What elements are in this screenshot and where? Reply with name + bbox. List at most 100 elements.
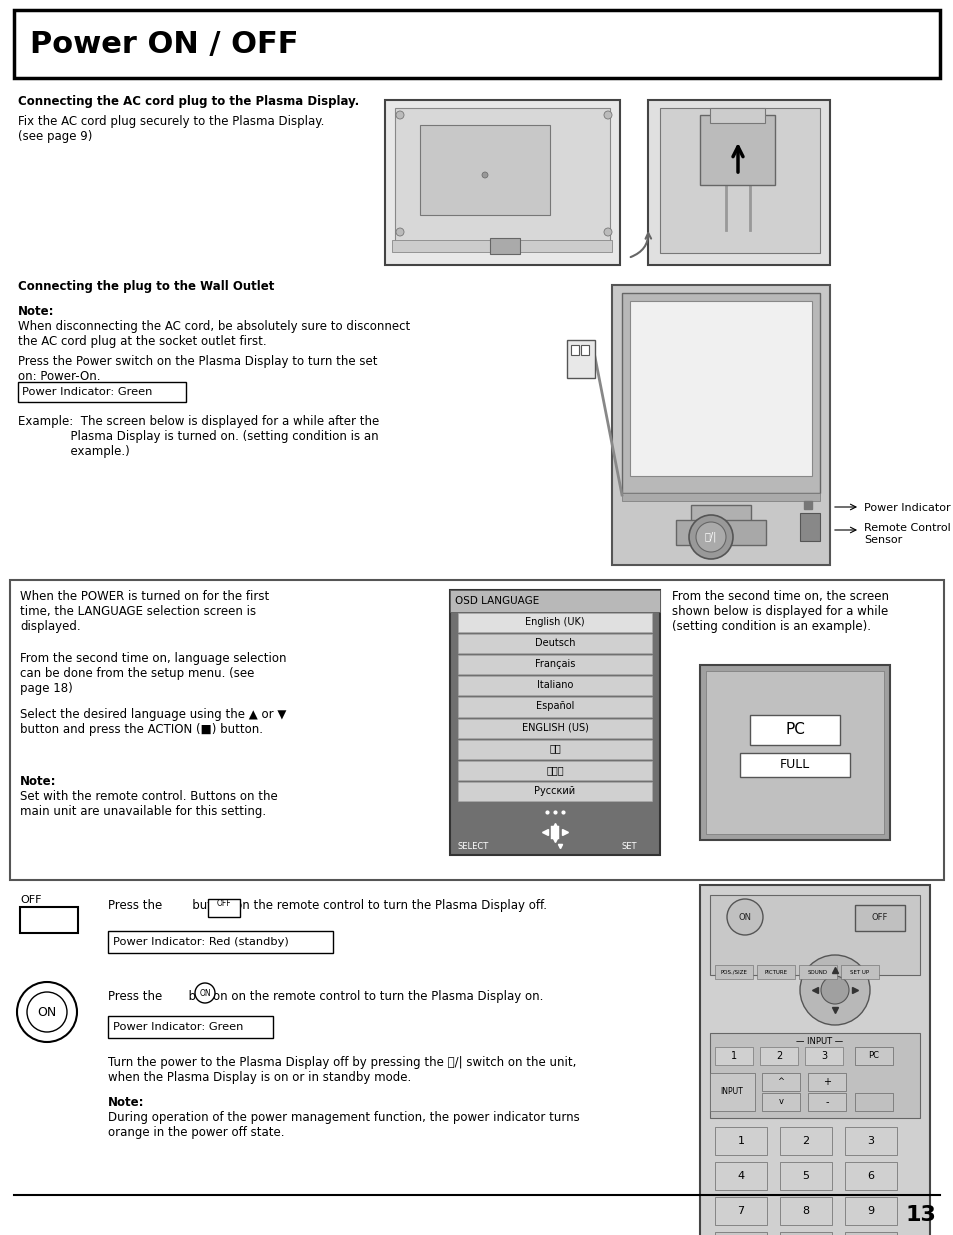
Text: Español: Español [536,701,574,711]
Text: OFF: OFF [20,895,42,905]
Text: From the second time on, language selection
can be done from the setup menu. (se: From the second time on, language select… [20,652,286,695]
Circle shape [603,111,612,119]
Bar [18,382,186,403]
Text: 1: 1 [737,1136,743,1146]
Text: Français: Français [535,659,575,669]
Bar [647,100,829,266]
Text: POS./SIZE: POS./SIZE [720,969,746,974]
Bar [714,1128,766,1155]
Text: Русский: Русский [534,785,575,795]
Bar [714,1233,766,1235]
Text: Power Indicator: Power Indicator [863,503,949,513]
Text: Note:: Note: [20,776,56,788]
Bar [612,285,829,564]
Bar [566,340,595,378]
Bar [14,10,939,78]
Circle shape [688,515,732,559]
Text: SET UP: SET UP [849,969,868,974]
Bar [457,634,651,653]
Text: SET: SET [621,842,637,851]
Text: ON: ON [37,1005,56,1019]
Bar [844,1197,896,1225]
Text: Deutsch: Deutsch [535,638,575,648]
Text: PC: PC [784,722,804,737]
Bar [714,1047,752,1065]
Text: SOUND: SOUND [807,969,827,974]
Bar [419,125,550,215]
Circle shape [17,982,77,1042]
Bar [700,885,929,1235]
Bar [780,1162,831,1191]
Bar [385,100,619,266]
Bar [20,906,78,932]
Text: 中文: 中文 [549,743,560,753]
Bar [490,238,519,254]
Bar [621,293,820,493]
Bar [450,590,659,855]
Text: 3: 3 [866,1136,874,1146]
Circle shape [395,111,403,119]
Bar [621,493,820,501]
Bar [709,895,919,974]
Bar [457,761,651,779]
Text: 9: 9 [866,1207,874,1216]
Text: Italiano: Italiano [537,680,573,690]
Text: v: v [778,1098,782,1107]
Text: Note:: Note: [18,305,54,317]
Text: 日本語: 日本語 [546,764,563,774]
Circle shape [481,172,488,178]
Text: ^: ^ [777,1077,783,1087]
Bar [580,345,588,354]
Bar [841,965,878,979]
Bar [700,664,889,840]
Text: PICTURE: PICTURE [763,969,786,974]
Bar [457,719,651,737]
Bar [714,965,752,979]
Text: When the POWER is turned on for the first
time, the LANGUAGE selection screen is: When the POWER is turned on for the firs… [20,590,269,634]
Bar [760,1047,797,1065]
Bar [676,520,765,545]
Bar [807,1073,845,1091]
Bar [780,1233,831,1235]
Bar [804,1047,842,1065]
Text: OSD LANGUAGE: OSD LANGUAGE [455,597,538,606]
Text: Power ON / OFF: Power ON / OFF [30,30,298,58]
Bar [457,740,651,758]
Text: Set with the remote control. Buttons on the
main unit are unavailable for this s: Set with the remote control. Buttons on … [20,790,277,818]
Text: Select the desired language using the ▲ or ▼
button and press the ACTION (■) but: Select the desired language using the ▲ … [20,708,286,736]
Text: 2: 2 [775,1051,781,1061]
Bar [457,677,651,695]
Bar [659,107,820,253]
Bar [780,1128,831,1155]
Bar [629,301,811,475]
Circle shape [194,983,214,1003]
Bar [709,1073,754,1112]
Text: OFF: OFF [871,914,887,923]
Text: Press the        button on the remote control to turn the Plasma Display off.: Press the button on the remote control t… [108,899,546,911]
Text: 4: 4 [737,1171,743,1181]
Text: Power Indicator: Green: Power Indicator: Green [112,1023,243,1032]
Text: SELECT: SELECT [457,842,489,851]
Circle shape [800,955,869,1025]
Text: Turn the power to the Plasma Display off by pressing the ⏻/| switch on the unit,: Turn the power to the Plasma Display off… [108,1056,576,1084]
Bar [392,240,612,252]
Bar [844,1233,896,1235]
Bar [854,1093,892,1112]
Text: Note:: Note: [108,1095,144,1109]
Text: During operation of the power management function, the power indicator turns
ora: During operation of the power management… [108,1112,579,1139]
Bar [705,671,883,834]
Bar [571,345,578,354]
Text: When disconnecting the AC cord, be absolutely sure to disconnect
the AC cord plu: When disconnecting the AC cord, be absol… [18,320,410,348]
Bar [690,505,750,522]
Text: 13: 13 [904,1205,935,1225]
Bar [108,1016,273,1037]
Circle shape [696,522,725,552]
Text: Press the Power switch on the Plasma Display to turn the set
on: Power-On.: Press the Power switch on the Plasma Dis… [18,354,377,383]
Bar [761,1073,800,1091]
Text: FULL: FULL [779,758,809,772]
Text: -: - [824,1097,828,1107]
Bar [807,1093,845,1112]
Bar [709,1032,919,1118]
Text: ⏻/|: ⏻/| [704,532,717,542]
Bar [10,580,943,881]
